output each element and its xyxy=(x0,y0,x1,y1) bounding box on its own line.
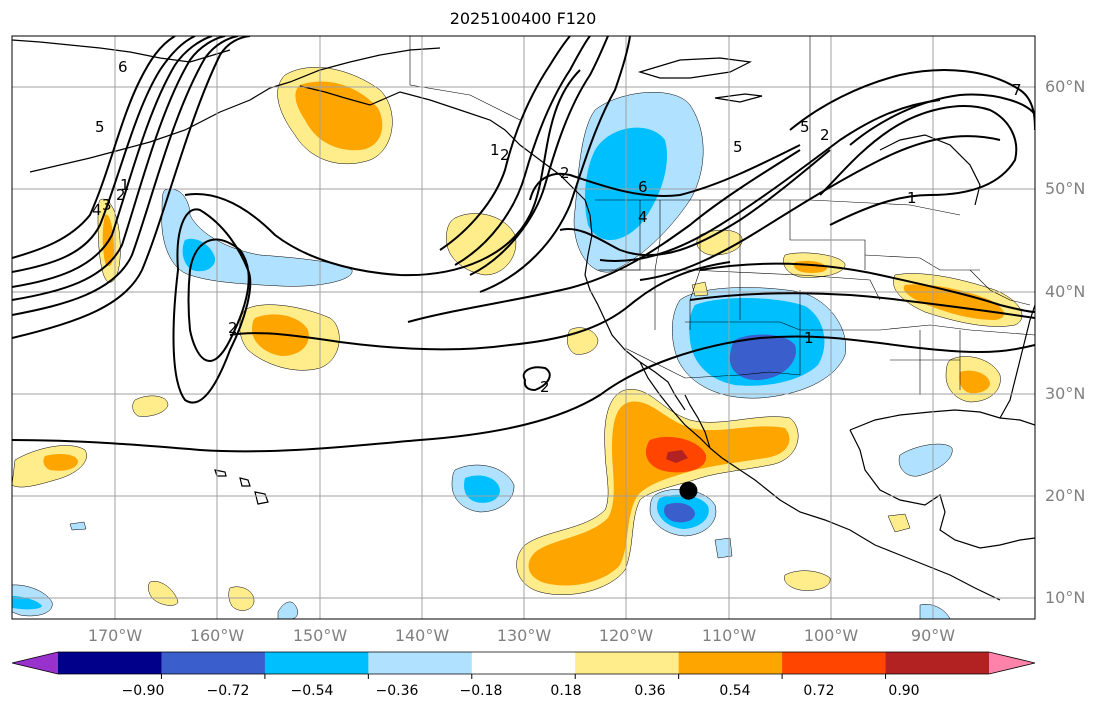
lon-label: 110°W xyxy=(701,626,757,645)
contour-label: 6 xyxy=(118,58,128,76)
colorbar-tick-label: 0.18 xyxy=(550,683,582,699)
anomaly-shading xyxy=(12,67,1023,619)
colorbar-tick-label: 0.90 xyxy=(888,683,920,699)
colorbar-tick-label: 0.72 xyxy=(803,683,835,699)
colorbar-swatch xyxy=(58,652,162,674)
map-border xyxy=(11,35,1036,620)
contour-label: 1 xyxy=(804,329,814,347)
lon-label: 150°W xyxy=(292,626,348,645)
contour-labels: 6 5 4 3 2 1 2 2 1 5 2 1 4 6 5 1 2 2 7 xyxy=(92,58,1022,396)
colorbar-swatch xyxy=(471,652,576,674)
contour-label: 2 xyxy=(228,319,238,337)
lat-label: 10°N xyxy=(1045,588,1086,607)
colorbar-swatch xyxy=(161,652,266,674)
contour-label: 5 xyxy=(95,118,105,136)
colorbar-swatch xyxy=(782,652,887,674)
contour-label: 2 xyxy=(820,126,830,144)
colorbar-swatch xyxy=(264,652,369,674)
contour-label: 2 xyxy=(500,146,510,164)
colorbar xyxy=(11,651,1036,679)
lon-label: 120°W xyxy=(598,626,654,645)
colorbar-tick-label: −0.90 xyxy=(121,683,165,699)
contour-label: 4 xyxy=(92,201,102,219)
height-contours xyxy=(12,36,1035,453)
contour-label: 1 xyxy=(907,189,917,207)
colorbar-tick-label: −0.72 xyxy=(206,683,250,699)
lat-label: 50°N xyxy=(1045,179,1086,198)
colorbar-outline xyxy=(11,651,1036,675)
colorbar-extend-max xyxy=(989,652,1035,674)
lon-label: 170°W xyxy=(87,626,143,645)
lat-label: 60°N xyxy=(1045,77,1086,96)
colorbar-tick-label: −0.54 xyxy=(290,683,334,699)
colorbar-tick-label: 0.36 xyxy=(634,683,666,699)
lat-label: 20°N xyxy=(1045,486,1086,505)
contour-label: 1 xyxy=(490,141,500,159)
colorbar-swatch xyxy=(885,652,990,674)
lon-label: 140°W xyxy=(394,626,450,645)
contour-label: 7 xyxy=(1012,81,1022,99)
colorbar-tick-label: −0.36 xyxy=(375,683,419,699)
lon-label: 160°W xyxy=(189,626,245,645)
lat-label: 30°N xyxy=(1045,384,1086,403)
contour-label: 2 xyxy=(116,186,126,204)
contour-label: 2 xyxy=(540,378,550,396)
map-title: 2025100400 F120 xyxy=(449,9,597,28)
colorbar-extend-min xyxy=(12,652,58,674)
contour-label: 2 xyxy=(560,164,570,182)
lon-label: 90°W xyxy=(910,626,956,645)
contour-label: 4 xyxy=(638,208,648,226)
colorbar-tick-label: 0.54 xyxy=(719,683,751,699)
contour-label: 5 xyxy=(800,118,810,136)
colorbar-swatch xyxy=(368,652,473,674)
lon-label: 100°W xyxy=(803,626,859,645)
colorbar-swatch xyxy=(575,652,680,674)
storm-position-marker xyxy=(679,481,698,500)
lon-label: 130°W xyxy=(496,626,552,645)
contour-label: 5 xyxy=(733,138,743,156)
contour-label: 6 xyxy=(638,178,648,196)
colorbar-swatch xyxy=(678,652,783,674)
colorbar-tick-label: −0.18 xyxy=(459,683,503,699)
contour-label: 1 xyxy=(120,176,130,194)
contour-label: 3 xyxy=(102,196,112,214)
lat-label: 40°N xyxy=(1045,282,1086,301)
